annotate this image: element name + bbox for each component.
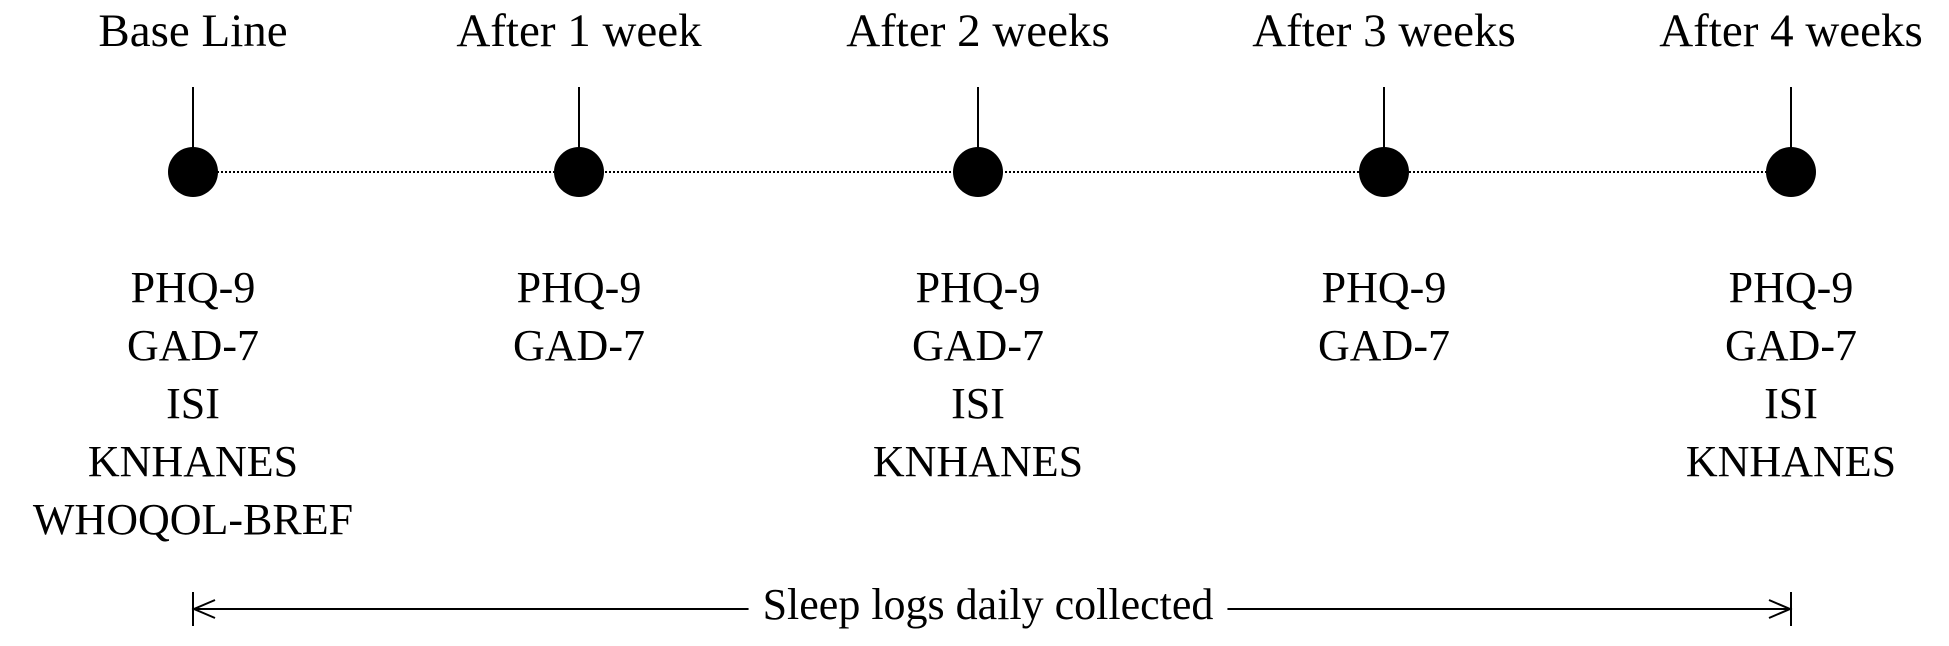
timepoint-label: After 4 weeks: [1659, 5, 1923, 57]
measure-label: GAD-7: [1318, 321, 1450, 370]
label-background: [748, 585, 1228, 633]
measure-label: PHQ-9: [1729, 263, 1854, 312]
measure-label: PHQ-9: [1322, 263, 1447, 312]
timepoint-dot: [1766, 147, 1816, 197]
measure-label: GAD-7: [912, 321, 1044, 370]
measure-label: KNHANES: [88, 437, 298, 486]
timepoint-label: After 1 week: [456, 5, 702, 57]
measure-label: ISI: [951, 379, 1005, 428]
measure-label: ISI: [1764, 379, 1818, 428]
timepoint-dot: [554, 147, 604, 197]
measure-label: ISI: [166, 379, 220, 428]
measure-label: KNHANES: [873, 437, 1083, 486]
footer-label: Sleep logs daily collected: [763, 580, 1214, 629]
measure-label: GAD-7: [1725, 321, 1857, 370]
measure-label: KNHANES: [1686, 437, 1896, 486]
timepoint-label: After 3 weeks: [1252, 5, 1516, 57]
timepoint-dot: [953, 147, 1003, 197]
measure-label: PHQ-9: [916, 263, 1041, 312]
timepoint-dot: [168, 147, 218, 197]
measure-label: WHOQOL-BREF: [33, 495, 353, 544]
arrow-head: [191, 599, 216, 619]
arrow-head: [1768, 599, 1793, 619]
measure-label: PHQ-9: [517, 263, 642, 312]
timepoint-dot: [1359, 147, 1409, 197]
measure-label: GAD-7: [513, 321, 645, 370]
timepoint-label: After 2 weeks: [846, 5, 1110, 57]
timepoint-label: Base Line: [98, 5, 287, 57]
measure-label: GAD-7: [127, 321, 259, 370]
measure-label: PHQ-9: [131, 263, 256, 312]
